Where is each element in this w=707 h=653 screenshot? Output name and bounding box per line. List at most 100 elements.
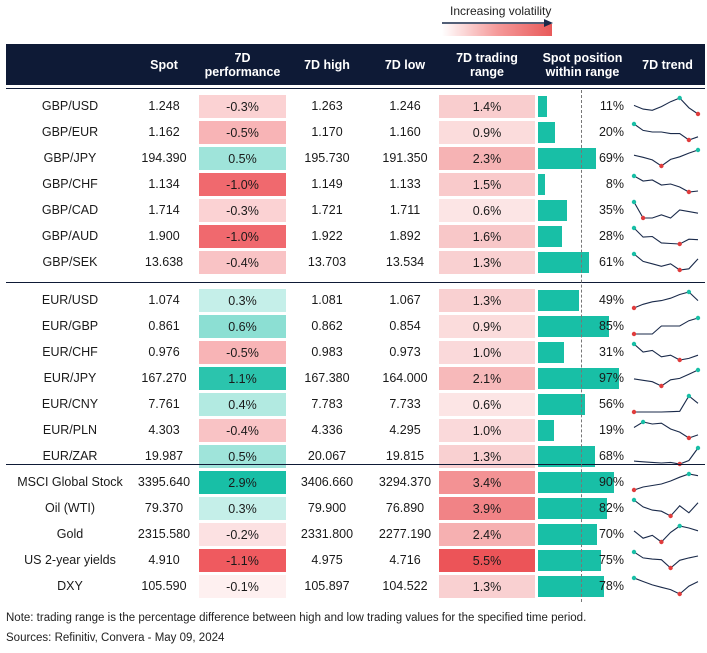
low-value: 19.815 [385,449,425,463]
spot-value: 1.248 [148,99,180,113]
position-bar [538,290,580,311]
table-row: GBP/AUD 1.900 -1.0% 1.922 1.892 1.6% 28% [6,223,705,249]
position-value: 61% [598,255,624,269]
high-value: 0.862 [311,319,343,333]
position-value: 85% [598,319,624,333]
trend-sparkline [631,289,699,311]
trend-low-marker [659,539,664,545]
volatility-legend: Increasing volatility [440,4,564,36]
position-cell: 85% [538,313,626,339]
high-value: 1.170 [311,125,343,139]
trend-line [633,175,699,193]
instrument-name: EUR/CHF [42,345,98,359]
spot-value: 19.987 [144,449,184,463]
spot-value: 1.134 [148,177,180,191]
trend-high-marker [695,147,701,153]
performance-value: -0.3% [199,95,286,118]
high-value: 1.081 [311,293,343,307]
position-value: 56% [598,397,624,411]
range-value: 1.5% [439,173,535,196]
trend-high-marker [686,393,692,399]
instrument-name: EUR/ZAR [42,449,98,463]
position-value: 28% [598,229,624,243]
spot-value: 13.638 [144,255,184,269]
trend-sparkline [631,121,699,143]
trend-line [634,395,699,413]
high-value: 1.263 [311,99,343,113]
trend-sparkline [633,95,701,117]
trend-sparkline [631,199,699,221]
table-row: EUR/ZAR 19.987 0.5% 20.067 19.815 1.3% 68% [6,443,705,469]
instrument-name: Oil (WTI) [45,501,95,515]
header-range-line1: 7D trading [456,50,518,65]
trend-low-marker [659,163,664,169]
trend-line [633,577,699,595]
table-row: Gold 2315.580 -0.2% 2331.800 2277.190 2.4% 70% [6,521,705,547]
performance-value: 0.5% [199,147,286,170]
low-value: 104.522 [382,579,428,593]
low-value: 0.973 [389,345,421,359]
trend-sparkline [631,225,699,247]
position-value: 70% [598,527,624,541]
volatility-gradient [442,24,552,36]
position-value: 19% [598,423,624,437]
spot-value: 1.074 [148,293,180,307]
trend-line [633,473,699,491]
header-position-line2: within range [545,64,620,79]
instrument-name: EUR/USD [41,293,99,307]
trend-low-marker [631,409,637,415]
high-value: 2331.800 [300,527,354,541]
range-value: 2.4% [439,523,535,546]
position-bar [538,368,620,389]
low-value: 1.160 [389,125,421,139]
trend-sparkline [633,419,699,441]
trend-high-marker [686,471,692,477]
position-bar [538,576,604,597]
position-bar [538,148,596,169]
position-cell: 31% [538,339,626,365]
table-row: EUR/USD 1.074 0.3% 1.081 1.067 1.3% 49% [6,287,705,313]
high-value: 1.721 [311,203,343,217]
trend-sparkline [633,147,701,169]
trend-line [633,253,699,271]
position-value: 75% [598,553,624,567]
position-cell: 68% [538,443,626,469]
table-row: US 2-year yields 4.910 -1.1% 4.975 4.716 5.5%… [6,547,705,573]
position-bar [538,200,568,221]
high-value: 1.922 [311,229,343,243]
range-value: 0.9% [439,315,535,338]
position-cell: 70% [538,521,626,547]
spot-value: 105.590 [141,579,187,593]
trend-high-marker [631,575,637,581]
table-row: GBP/CHF 1.134 -1.0% 1.149 1.133 1.5% 8% [6,171,705,197]
position-value: 69% [598,151,624,165]
trend-line [633,551,699,569]
trend-sparkline [631,173,699,195]
trend-line [633,525,699,543]
high-value: 20.067 [307,449,347,463]
trend-line [633,201,699,219]
position-cell: 49% [538,287,626,313]
low-value: 4.295 [389,423,421,437]
position-value: 31% [598,345,624,359]
high-value: 4.975 [311,553,343,567]
instrument-name: GBP/SEK [42,255,98,269]
trend-line [633,123,699,141]
trend-low-marker [677,591,682,597]
group-divider [6,88,705,89]
low-value: 3294.370 [378,475,432,489]
trend-low-marker [631,305,637,311]
header-position: Spot position within range [535,44,630,85]
low-value: 0.854 [389,319,421,333]
high-value: 105.897 [304,579,350,593]
performance-value: -0.5% [199,121,286,144]
trend-low-marker [631,331,637,337]
trend-line [633,291,699,309]
position-cell: 28% [538,223,626,249]
range-value: 2.1% [439,367,535,390]
trend-high-marker [695,367,701,373]
position-value: 20% [598,125,624,139]
trend-sparkline [631,251,699,273]
range-value: 1.3% [439,445,535,468]
header-performance: 7D performance [199,44,286,85]
